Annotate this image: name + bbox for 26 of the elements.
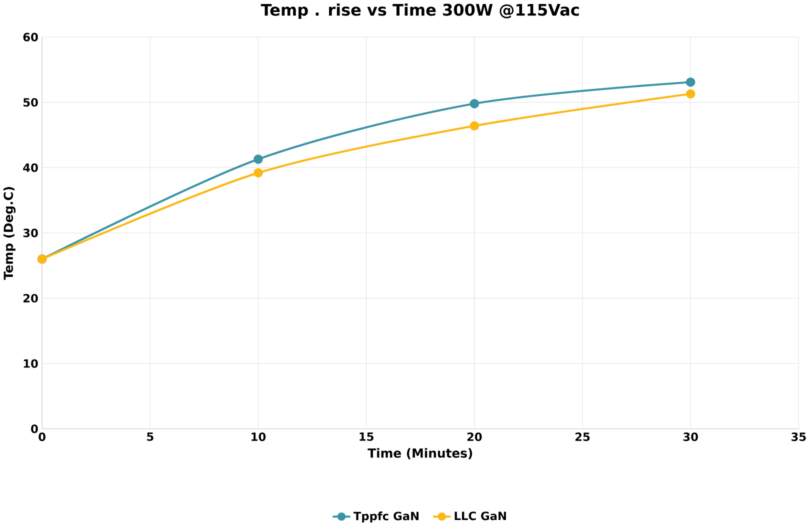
y-axis-title: Temp (Deg.C) [3,187,16,280]
y-tick-label: 50 [23,98,38,107]
legend-label: LLC GaN [454,512,506,520]
point [686,78,696,87]
point [470,121,480,131]
x-axis-title: Time (Minutes) [368,448,472,460]
point [470,99,480,108]
x-tick-label: 30 [683,432,698,442]
x-tick-label: 0 [38,432,46,442]
x-tick-label: 10 [252,432,266,442]
x-tick-label: 25 [575,432,590,442]
point [254,168,263,178]
y-tick-label: 10 [24,359,38,368]
x-tick-label: 15 [360,432,374,441]
y-tick-label: 60 [23,32,38,42]
legend-label: Tppfc GaN [353,512,419,523]
y-tick-label: 30 [23,228,38,238]
x-tick-label: 35 [792,432,806,442]
point [254,154,263,164]
x-tick-label: 5 [147,432,154,441]
x-tick-label: 20 [467,432,482,442]
y-tick-label: 0 [31,424,38,434]
y-tick-label: 40 [23,163,38,172]
chart-title: Temp . rise vs Time 300W @115Vac [260,4,579,20]
y-tick-label: 20 [24,294,38,303]
point [686,89,696,99]
